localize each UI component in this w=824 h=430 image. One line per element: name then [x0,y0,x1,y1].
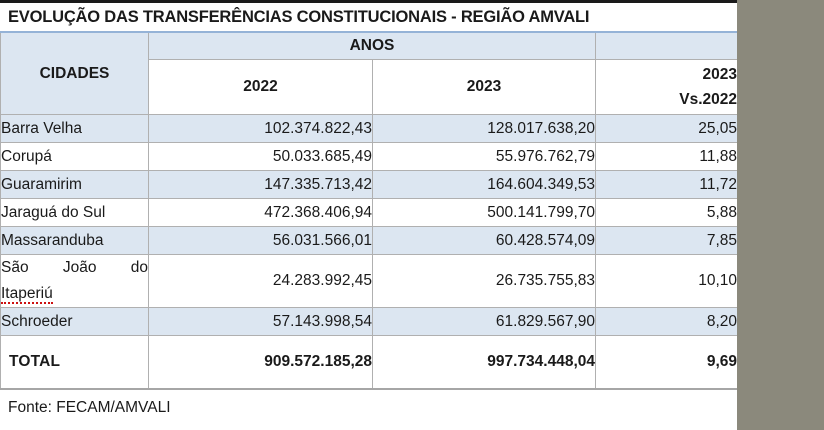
value-2023-cell: 128.017.638,20 [371,114,597,143]
city-name-line: Schroeder [1,312,73,330]
variation-cell: 25,05 [595,114,739,143]
table-row: Jaraguá do Sul 472.368.406,94 500.141.799,… [0,198,739,227]
variation-cell: 7,85 [595,226,739,255]
city-cell: Massaranduba [0,226,149,255]
value-2022-cell: 56.031.566,01 [148,226,373,255]
table-row: Guaramirim 147.335.713,42 164.604.349,53 11… [0,170,739,199]
variation-cell: 8,20 [595,307,739,336]
table-row: Massaranduba 56.031.566,01 60.428.574,09 7,… [0,226,739,255]
header-cidades: CIDADES [0,31,149,115]
value-2023-cell: 55.976.762,79 [371,142,597,171]
variation-cell: 5,88 [595,198,739,227]
table-row: Barra Velha 102.374.822,43 128.017.638,20 2… [0,114,739,143]
variation-cell: 11,72 [595,170,739,199]
value-2022-cell: 50.033.685,49 [148,142,373,171]
table-row: São João do Itaperiú 24.283.992,45 26.735.7… [0,254,739,308]
city-name-line: Barra Velha [1,119,83,137]
total-2023: 997.734.448,04 [371,335,597,390]
city-cell: Barra Velha [0,114,149,143]
header-variation: 2023 Vs.2022 [595,59,739,115]
table-row: Schroeder 57.143.998,54 61.829.567,90 8,20 [0,307,739,336]
city-cell: Jaraguá do Sul [0,198,149,227]
page-title: EVOLUÇÃO DAS TRANSFERÊNCIAS CONSTITUCION… [8,8,590,26]
city-name-line: Itaperiú [1,281,148,307]
city-name-line: Corupá [1,147,52,165]
header-variation-line2: Vs.2022 [679,91,738,108]
city-name-line: Jaraguá do Sul [1,203,106,221]
table-row: Corupá 50.033.685,49 55.976.762,79 11,88 [0,142,739,171]
transfers-table: CIDADES ANOS 2022 2023 2023 Vs.2022 Barr… [0,31,739,390]
value-2022-cell: 57.143.998,54 [148,307,373,336]
header-year-2023: 2023 [371,59,597,115]
value-2023-cell: 164.604.349,53 [371,170,597,199]
value-2023-cell: 61.829.567,90 [371,307,597,336]
city-name-line: Massaranduba [1,231,104,249]
city-name-line: Guaramirim [1,175,82,193]
city-name-line: São João do [1,259,148,276]
header-row-anos: CIDADES ANOS [0,31,739,115]
total-variation: 9,69 [595,335,739,390]
city-cell: Schroeder [0,307,149,336]
misspelled-word: Itaperiú [1,285,53,304]
city-cell: Guaramirim [0,170,149,199]
value-2022-cell: 472.368.406,94 [148,198,373,227]
variation-cell: 10,10 [595,254,739,308]
source-note: Fonte: FECAM/AMVALI [8,399,171,416]
value-2022-cell: 102.374.822,43 [148,114,373,143]
value-2023-cell: 60.428.574,09 [371,226,597,255]
value-2023-cell: 26.735.755,83 [371,254,597,308]
table-body: Barra Velha 102.374.822,43 128.017.638,20 2… [0,114,739,336]
city-cell: Corupá [0,142,149,171]
total-row: TOTAL 909.572.185,28 997.734.448,04 9,69 [0,335,739,390]
header-variation-top-cell [595,31,739,60]
header-variation-line1: 2023 [702,66,738,83]
table-header: CIDADES ANOS 2022 2023 2023 Vs.2022 [0,31,739,115]
value-2022-cell: 147.335.713,42 [148,170,373,199]
total-2022: 909.572.185,28 [148,335,373,390]
variation-cell: 11,88 [595,142,739,171]
table-footer: TOTAL 909.572.185,28 997.734.448,04 9,69 [0,335,739,390]
city-cell: São João do Itaperiú [0,254,149,308]
total-label: TOTAL [0,335,149,390]
document-content: EVOLUÇÃO DAS TRANSFERÊNCIAS CONSTITUCION… [0,0,739,416]
value-2023-cell: 500.141.799,70 [371,198,597,227]
header-anos: ANOS [147,31,597,60]
value-2022-cell: 24.283.992,45 [148,254,373,308]
header-row-years: 2022 2023 2023 Vs.2022 [1,59,739,115]
header-year-2022: 2022 [148,59,373,115]
side-strip [737,0,824,430]
